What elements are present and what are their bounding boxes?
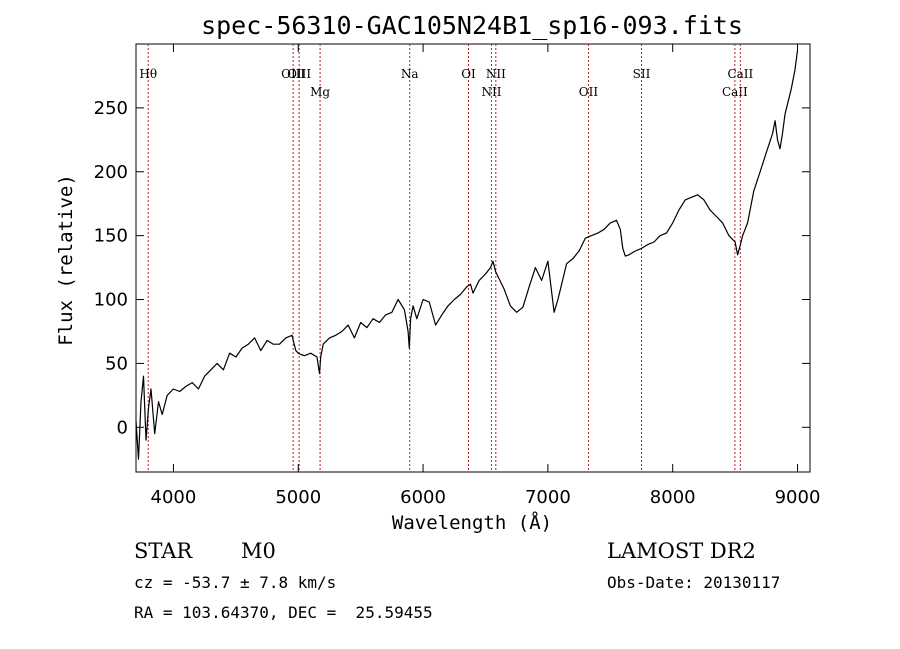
object-class: STAR xyxy=(134,539,193,563)
line-label-9: SII xyxy=(633,67,651,81)
axis-ticks: 4000 5000 6000 7000 8000 9000 0 50 100 150 200 250 xyxy=(94,44,821,508)
x-tick-label-0: 4000 xyxy=(151,487,197,508)
chart-title: spec-56310-GAC105N24B1_sp16-093.fits xyxy=(201,11,743,40)
line-label-6: NII xyxy=(481,85,501,99)
line-label-7: NII xyxy=(486,67,506,81)
line-label-4: Na xyxy=(401,67,419,81)
x-tick-label-5: 9000 xyxy=(775,487,821,508)
x-axis-label: Wavelength (Å) xyxy=(392,511,552,534)
y-tick-label-0: 0 xyxy=(117,417,128,438)
line-label-2: OIII xyxy=(287,67,311,81)
line-label-10: CaII xyxy=(722,85,748,99)
line-label-8: OII xyxy=(579,85,599,99)
spectrum-series xyxy=(135,50,799,460)
x-tick-label-1: 5000 xyxy=(275,487,321,508)
y-tick-label-1: 50 xyxy=(105,353,128,374)
y-tick-label-3: 150 xyxy=(94,226,128,247)
plot-frame xyxy=(135,43,811,473)
redshift-velocity: cz = -53.7 ± 7.8 km/s xyxy=(134,573,337,592)
plot-area xyxy=(135,43,811,473)
y-axis-label: Flux (relative) xyxy=(55,174,77,346)
line-label-3: Mg xyxy=(310,85,330,99)
x-tick-label-3: 7000 xyxy=(525,487,571,508)
y-tick-label-5: 250 xyxy=(94,98,128,119)
line-label-0: Hθ xyxy=(139,67,157,81)
survey-name: LAMOST DR2 xyxy=(607,539,756,563)
observation-date: Obs-Date: 20130117 xyxy=(607,573,781,592)
y-tick-label-4: 200 xyxy=(94,162,128,183)
line-label-5: OI xyxy=(461,67,476,81)
x-tick-label-2: 6000 xyxy=(400,487,446,508)
object-subclass: M0 xyxy=(241,539,276,563)
spectrum-line-0 xyxy=(135,50,799,460)
y-tick-label-2: 100 xyxy=(94,290,128,311)
ra-dec-coordinates: RA = 103.64370, DEC = 25.59455 xyxy=(134,603,433,622)
x-tick-label-4: 8000 xyxy=(650,487,696,508)
line-label-11: CaII xyxy=(727,67,753,81)
